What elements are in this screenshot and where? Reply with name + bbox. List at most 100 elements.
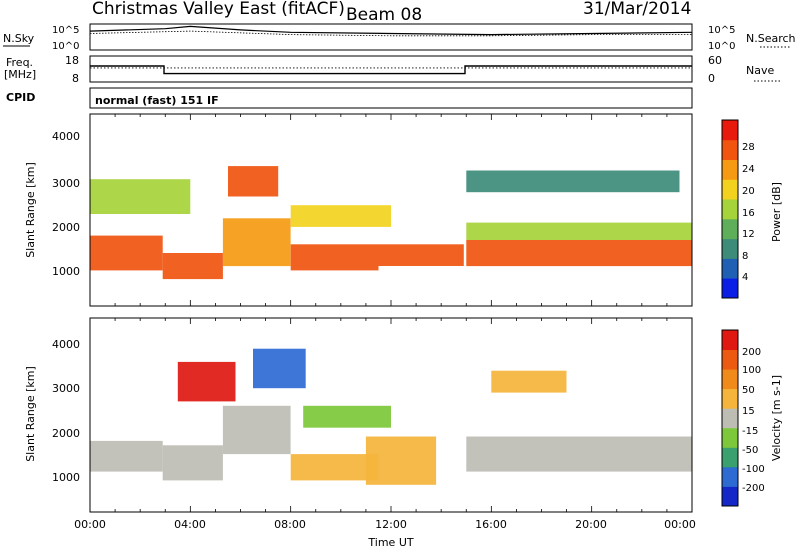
velocity-echo-band-1 [162,445,223,481]
velocity-colorbar-segment-1 [722,466,738,487]
power-cbar-tick-8: 8 [742,251,748,262]
freq-right-tick-top: 60 [708,54,722,67]
cpid-panel-frame [89,87,693,109]
freq-series [90,65,692,75]
power-colorbar-frame [721,119,739,299]
power-colorbar-segment-4 [722,199,738,220]
power-ytick-1000: 1000 [52,265,80,278]
velocity-echo-band-3 [466,436,693,472]
xtick-0000-start: 00:00 [74,518,106,531]
power-colorbar-segment-1 [722,258,738,279]
power-colorbar-segment-8 [722,120,738,141]
power-echo-band-6 [290,205,391,227]
power-ylabel: Slant Range [km] [24,162,37,258]
velocity-echo-band-4 [290,454,379,481]
cpid-label: CPID [6,91,35,104]
noise-left-tick-bottom: 10^0 [52,41,79,52]
velocity-cbar-tick-minus100: -100 [742,464,765,475]
xtick-1600: 16:00 [475,518,507,531]
nave-label: Nave [746,64,774,77]
power-colorbar-segment-2 [722,238,738,259]
freq-left-tick-bottom: 8 [72,72,79,85]
velocity-cbar-tick-minus15: -15 [742,426,758,437]
x-axis [89,114,693,512]
power-panel: Slant Range [km] 4000 3000 2000 1000 28 … [24,113,783,307]
velocity-echo-band-6 [253,348,306,389]
power-heatmap [90,166,693,280]
x-axis-label: Time UT [367,536,413,549]
cpid-text: normal (fast) 151 IF [95,94,219,107]
xtick-0800: 08:00 [274,518,306,531]
xtick-1200: 12:00 [375,518,407,531]
velocity-colorbar-segment-7 [722,349,738,370]
power-echo-band-10 [90,179,191,214]
power-colorbar-segment-5 [722,179,738,200]
velocity-colorbar-segment-3 [722,427,738,448]
power-echo-band-7 [228,166,279,197]
velocity-ytick-1000: 1000 [52,471,80,484]
velocity-heatmap [90,348,693,485]
xtick-0000-end: 00:00 [664,518,696,531]
freq-panel: Freq. [MHz] 18 8 60 0 Nave [4,54,782,85]
velocity-cbar-tick-100: 100 [742,365,761,376]
power-echo-band-8 [466,222,693,240]
velocity-colorbar-frame [721,329,739,507]
freq-panel-frame [89,55,693,83]
freq-left-tick-top: 18 [65,54,79,67]
velocity-echo-band-5 [303,405,391,428]
velocity-colorbar-segment-4 [722,408,738,429]
velocity-cbar-tick-minus50: -50 [742,445,758,456]
xtick-0400: 04:00 [174,518,206,531]
power-ytick-4000: 4000 [52,130,80,143]
velocity-colorbar-label: Velocity [m s-1] [770,375,783,461]
date-label: 31/Mar/2014 [583,0,691,19]
velocity-echo-band-2 [222,405,291,455]
power-colorbar-segment-7 [722,139,738,160]
power-cbar-tick-12: 12 [742,229,755,240]
power-cbar-tick-4: 4 [742,272,748,283]
noise-right-tick-top: 10^5 [708,25,735,36]
power-colorbar [722,120,738,299]
power-ytick-2000: 2000 [52,221,80,234]
power-cbar-tick-20: 20 [742,186,755,197]
power-cbar-tick-28: 28 [742,142,755,153]
velocity-colorbar-segment-6 [722,369,738,390]
beam-label: Beam 08 [346,5,422,25]
power-colorbar-segment-3 [722,218,738,240]
velocity-echo-band-0 [90,440,163,472]
noise-right-tick-bottom: 10^0 [708,41,735,52]
freq-label-line1: Freq. [6,56,33,69]
power-echo-band-4 [378,244,464,266]
power-colorbar-segment-6 [722,159,738,180]
power-cbar-tick-24: 24 [742,164,755,175]
noise-sky-label: N.Sky [3,32,35,45]
power-echo-band-5 [466,240,693,267]
noise-panel-frame [89,23,693,51]
velocity-echo-band-7 [177,361,236,402]
velocity-cbar-tick-50: 50 [742,385,755,396]
velocity-cbar-tick-minus200: -200 [742,483,765,494]
velocity-ytick-4000: 4000 [52,338,80,351]
cpid-panel: CPID normal (fast) 151 IF [6,87,693,109]
velocity-colorbar-segment-0 [722,486,738,507]
velocity-colorbar-segment-2 [722,447,738,468]
noise-search-label: N.Search [746,32,796,45]
velocity-colorbar [722,330,738,507]
noise-sky-series [89,25,693,36]
xtick-2000: 20:00 [575,518,607,531]
power-echo-band-3 [290,244,379,271]
power-echo-band-0 [90,235,163,271]
freq-right-tick-bottom: 0 [708,72,715,85]
plot-title: Christmas Valley East (fitACF) [92,0,345,19]
velocity-echo-band-8 [365,436,437,485]
power-colorbar-segment-0 [722,278,738,299]
velocity-panel: Slant Range [km] 4000 3000 2000 1000 200… [24,317,783,513]
velocity-ytick-3000: 3000 [52,382,80,395]
power-echo-band-1 [162,253,223,280]
power-echo-band-9 [466,170,680,193]
noise-left-tick-top: 10^5 [52,25,79,36]
velocity-echo-band-9 [491,370,567,393]
power-ytick-3000: 3000 [52,177,80,190]
velocity-cbar-tick-200: 200 [742,347,761,358]
